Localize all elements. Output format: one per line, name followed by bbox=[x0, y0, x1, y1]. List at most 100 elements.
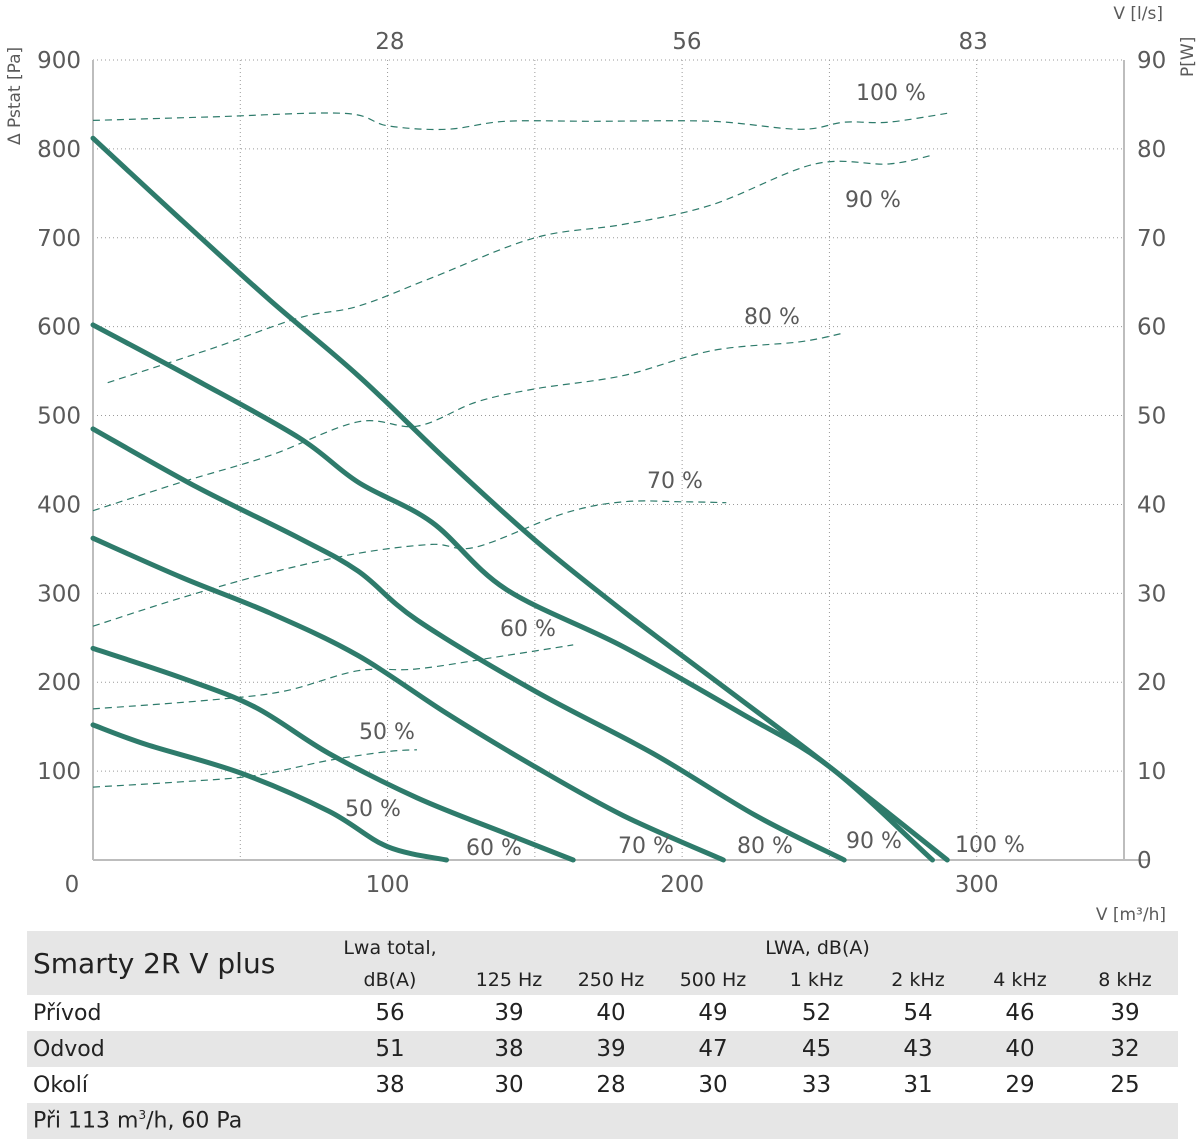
y-tick-label: 800 bbox=[37, 137, 81, 163]
power-curve-70 bbox=[92, 500, 727, 627]
cell: 31 bbox=[903, 1072, 933, 1098]
power-curve-label: 70 % bbox=[647, 469, 703, 494]
x-top-tick-label: 56 bbox=[672, 29, 701, 55]
cell: 39 bbox=[561, 1031, 661, 1067]
y2-tick-label: 30 bbox=[1137, 581, 1166, 607]
cell: 39 bbox=[1110, 1000, 1140, 1026]
cell-total: 51 bbox=[323, 1031, 457, 1067]
power-curves bbox=[92, 112, 948, 788]
cell: 54 bbox=[903, 1000, 933, 1026]
freq-header: 4 kHz bbox=[968, 964, 1072, 995]
lwa-total-header-line2: dB(A) bbox=[323, 964, 457, 995]
cell: 28 bbox=[596, 1072, 626, 1098]
cell: 46 bbox=[1005, 1000, 1035, 1026]
y2-tick-label: 60 bbox=[1137, 315, 1166, 341]
x-tick-label: 300 bbox=[955, 872, 999, 898]
pressure-curve-90 bbox=[90, 322, 935, 863]
row-label: Přívod bbox=[33, 1000, 102, 1026]
pressure-curves bbox=[90, 135, 950, 863]
cell: 33 bbox=[801, 1072, 832, 1098]
y-tick-label: 600 bbox=[37, 315, 81, 341]
y2-tick-label: 40 bbox=[1137, 492, 1166, 518]
cell-total: 56 bbox=[375, 1000, 405, 1026]
cell: 40 bbox=[968, 1031, 1072, 1067]
power-curve-label: 90 % bbox=[845, 188, 901, 213]
table-row: Okolí 38 30 28 30 33 31 29 25 bbox=[27, 1067, 1178, 1103]
power-curve-100 bbox=[92, 112, 948, 131]
table-row: Přívod 56 39 40 49 52 54 46 39 bbox=[27, 995, 1178, 1031]
curve-labels: 50 % 60 % 70 % 80 % 90 % 100 % 50 % 60 % 70 % 80 … bbox=[345, 81, 1025, 861]
x-top-tick-label: 28 bbox=[375, 29, 404, 55]
cell: 52 bbox=[801, 1000, 832, 1026]
power-curve-50 bbox=[92, 749, 418, 788]
freq-header: 125 Hz bbox=[457, 964, 561, 995]
cell-total: 38 bbox=[375, 1072, 405, 1098]
cell: 29 bbox=[1005, 1072, 1035, 1098]
x-axis-title: V [m³/h] bbox=[1096, 905, 1166, 925]
lwa-total-header-line1: Lwa total, bbox=[323, 931, 457, 964]
power-curve-label: 80 % bbox=[744, 305, 800, 330]
note-sup: 3 bbox=[138, 1108, 147, 1123]
pressure-curve-70 bbox=[90, 535, 726, 863]
x-top-tick-label: 83 bbox=[959, 29, 988, 55]
cell: 49 bbox=[698, 1000, 728, 1026]
power-curve-label: 100 % bbox=[856, 81, 926, 106]
y-tick-label: 400 bbox=[37, 492, 81, 518]
y2-tick-label: 50 bbox=[1137, 404, 1166, 430]
y-tick-label: 700 bbox=[37, 226, 81, 252]
plot-frame bbox=[92, 60, 1150, 861]
cell: 30 bbox=[494, 1072, 524, 1098]
fan-performance-chart: 1002003004005006007008009000102030405060… bbox=[5, 4, 1198, 925]
y-tick-label: 900 bbox=[37, 48, 81, 74]
cell: 45 bbox=[765, 1031, 868, 1067]
power-curve-label: 50 % bbox=[359, 720, 415, 745]
y-tick-label: 100 bbox=[37, 759, 81, 785]
x-tick-label: 200 bbox=[660, 872, 704, 898]
y2-tick-label: 20 bbox=[1137, 670, 1166, 696]
freq-header: 1 kHz bbox=[765, 964, 868, 995]
table-row: Odvod 51 38 39 47 45 43 40 32 bbox=[27, 1031, 1178, 1067]
pressure-curve-80 bbox=[90, 426, 847, 863]
grid bbox=[93, 59, 1124, 860]
row-label: Odvod bbox=[27, 1031, 323, 1067]
pressure-curve-60 bbox=[90, 645, 576, 863]
y2-tick-label: 80 bbox=[1137, 137, 1166, 163]
freq-header: 500 Hz bbox=[661, 964, 765, 995]
y2-tick-label: 0 bbox=[1137, 848, 1152, 874]
lwa-header: LWA, dB(A) bbox=[457, 931, 1178, 964]
freq-header: 8 kHz bbox=[1072, 964, 1178, 995]
pressure-curve-label: 70 % bbox=[618, 834, 674, 859]
cell: 47 bbox=[661, 1031, 765, 1067]
pressure-curve-label: 90 % bbox=[846, 829, 902, 854]
cell: 38 bbox=[457, 1031, 561, 1067]
y2-tick-label: 90 bbox=[1137, 48, 1166, 74]
cell: 43 bbox=[868, 1031, 968, 1067]
y-tick-label: 200 bbox=[37, 670, 81, 696]
note-prefix: Při 113 m bbox=[33, 1108, 139, 1134]
cell: 30 bbox=[698, 1072, 728, 1098]
pressure-curve-50 bbox=[90, 722, 449, 863]
x-tick-label: 100 bbox=[366, 872, 410, 898]
row-label: Okolí bbox=[33, 1072, 88, 1098]
y-tick-label: 300 bbox=[37, 581, 81, 607]
x-tick-label: 0 bbox=[65, 872, 80, 898]
pressure-curve-label: 60 % bbox=[466, 836, 522, 861]
power-curve-80 bbox=[92, 332, 845, 512]
power-curve-60 bbox=[92, 644, 574, 710]
note-suffix: /h, 60 Pa bbox=[146, 1108, 243, 1134]
y-axis-title: Δ Pstat [Pa] bbox=[5, 47, 25, 145]
model-name: Smarty 2R V plus bbox=[27, 931, 323, 995]
cell: 32 bbox=[1072, 1031, 1178, 1067]
axis-ticks: 1002003004005006007008009000102030405060… bbox=[37, 29, 1166, 898]
pressure-curve-label: 50 % bbox=[345, 797, 401, 822]
y2-axis-title: P[W] bbox=[1178, 37, 1198, 77]
freq-header: 2 kHz bbox=[868, 964, 968, 995]
pressure-curve-100 bbox=[90, 135, 950, 863]
y-tick-label: 500 bbox=[37, 404, 81, 430]
power-curve-90 bbox=[107, 154, 933, 384]
freq-header: 250 Hz bbox=[561, 964, 661, 995]
power-curve-label: 60 % bbox=[500, 617, 556, 642]
cell: 39 bbox=[494, 1000, 524, 1026]
cell: 25 bbox=[1110, 1072, 1140, 1098]
noise-table: Smarty 2R V plus Lwa total, LWA, dB(A) d… bbox=[27, 931, 1178, 1139]
